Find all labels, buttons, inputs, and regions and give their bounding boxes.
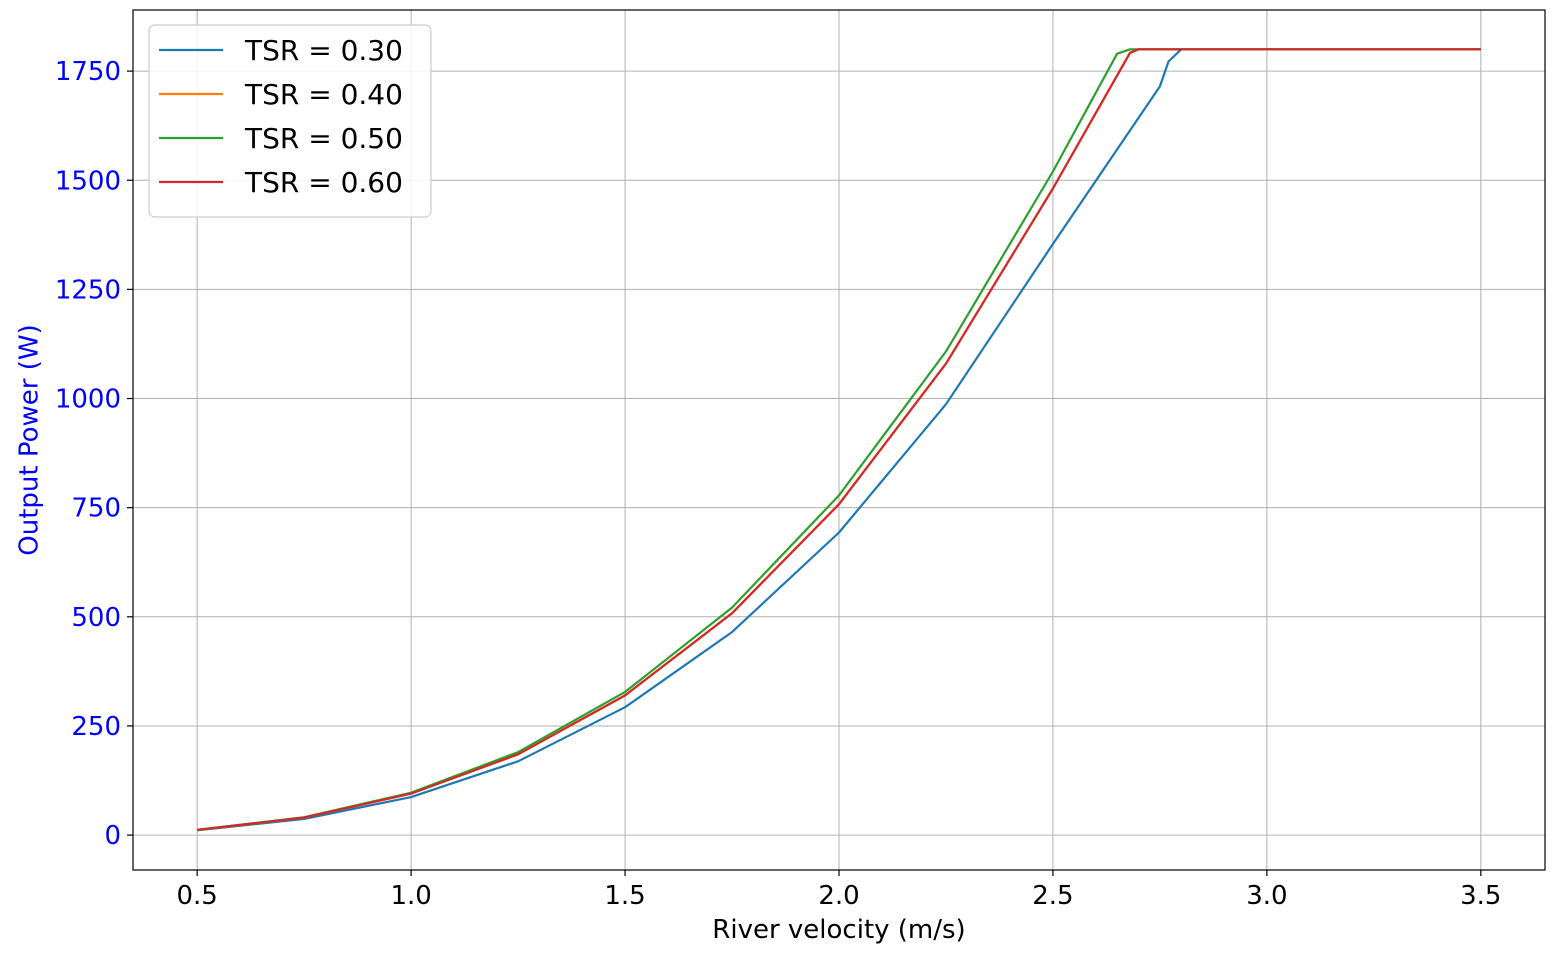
x-tick-label: 1.0 — [390, 881, 431, 911]
y-tick-label: 500 — [71, 603, 121, 633]
legend-box — [148, 24, 432, 218]
series-lines — [197, 48, 1481, 832]
y-tick-label: 250 — [71, 712, 121, 742]
legend: TSR = 0.30 TSR = 0.40 TSR = 0.50 TSR = 0.60 — [148, 24, 432, 218]
x-tick-label: 1.5 — [604, 881, 645, 911]
axis-ticks: 0.5 1.0 1.5 2.0 2.5 3.0 3.5 0 250 500 750 1000 1250 1… — [55, 57, 1502, 911]
y-tick-label: 750 — [71, 494, 121, 524]
x-tick-label: 2.0 — [818, 881, 859, 911]
x-axis-label: River velocity (m/s) — [712, 915, 965, 945]
y-tick-label: 1750 — [55, 57, 121, 87]
y-tick-label: 1000 — [55, 385, 121, 415]
x-tick-label: 3.5 — [1460, 881, 1501, 911]
y-tick-label: 0 — [104, 821, 121, 851]
y-axis-label: Output Power (W) — [15, 324, 45, 555]
x-tick-label: 0.5 — [177, 881, 218, 911]
x-tick-label: 2.5 — [1032, 881, 1073, 911]
legend-label: TSR = 0.50 — [244, 122, 403, 155]
x-tick-label: 3.0 — [1246, 881, 1287, 911]
y-tick-label: 1250 — [55, 275, 121, 305]
legend-label: TSR = 0.60 — [244, 166, 403, 199]
y-tick-label: 1500 — [55, 166, 121, 196]
series-line-4 — [197, 48, 1481, 831]
legend-label: TSR = 0.30 — [244, 34, 403, 67]
legend-label: TSR = 0.40 — [244, 78, 403, 111]
grid — [133, 10, 1545, 870]
